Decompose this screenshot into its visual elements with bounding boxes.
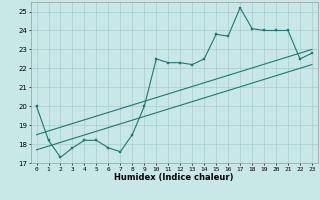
X-axis label: Humidex (Indice chaleur): Humidex (Indice chaleur) xyxy=(115,173,234,182)
